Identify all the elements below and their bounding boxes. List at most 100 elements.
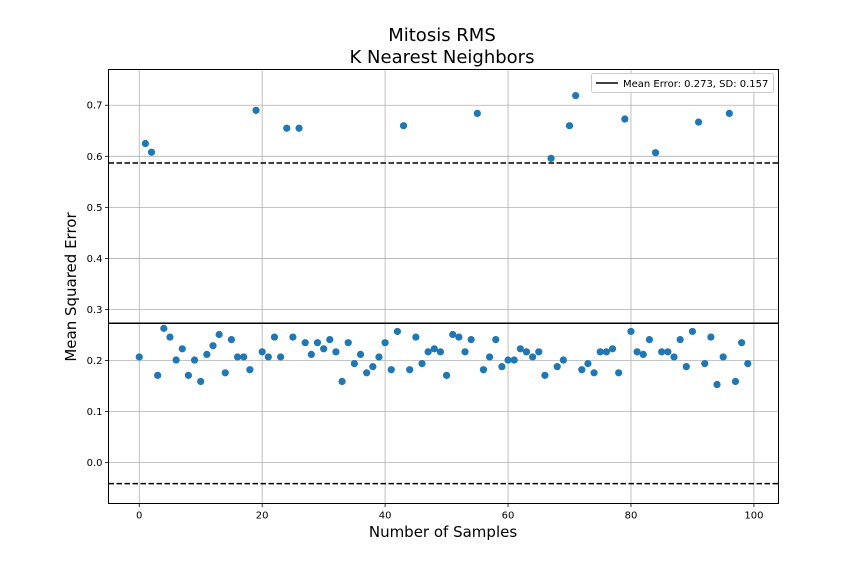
data-point <box>744 359 752 368</box>
data-points <box>135 91 752 389</box>
data-point <box>430 345 438 353</box>
y-tick-label: 0.5 <box>87 203 103 214</box>
legend-box <box>591 73 774 93</box>
y-axis-ticks: 0.0 0.1 0.2 0.3 0.4 0.5 0.6 0.7 <box>87 101 109 469</box>
y-axis-label: Mean Squared Error <box>62 212 80 362</box>
data-point <box>498 363 506 371</box>
chart-subtitle: K Nearest Neighbors <box>350 47 535 68</box>
data-point <box>233 353 242 361</box>
data-point <box>399 122 408 130</box>
data-point <box>418 359 426 368</box>
data-point <box>707 333 715 341</box>
data-point <box>449 330 457 339</box>
data-point <box>584 359 592 368</box>
data-point <box>135 353 143 361</box>
y-tick-label: 0.1 <box>87 407 103 418</box>
data-point <box>651 149 660 157</box>
y-tick-label: 0.6 <box>87 152 103 163</box>
data-point <box>338 377 346 386</box>
data-point <box>461 348 469 356</box>
data-point <box>547 154 555 162</box>
data-point <box>387 366 395 374</box>
data-point <box>572 91 580 100</box>
grid <box>108 69 779 504</box>
legend-label: Mean Error: 0.273, SD: 0.157 <box>623 79 768 90</box>
plot-area-frame <box>108 69 779 504</box>
data-point <box>633 348 641 356</box>
data-point <box>283 124 291 132</box>
data-point <box>369 363 377 371</box>
y-tick-label: 0.2 <box>87 356 103 367</box>
data-point <box>344 339 352 347</box>
data-point <box>240 353 248 361</box>
data-point <box>227 336 236 344</box>
data-point <box>541 371 549 379</box>
y-tick-label: 0.7 <box>87 101 103 112</box>
data-point <box>664 348 672 356</box>
data-point <box>596 348 604 356</box>
x-tick-label: 100 <box>744 511 763 522</box>
data-point <box>141 139 149 148</box>
data-point <box>295 124 303 132</box>
data-point <box>190 356 199 364</box>
data-point <box>615 369 623 377</box>
data-point <box>147 148 156 156</box>
data-point <box>301 339 309 347</box>
data-point <box>621 115 629 123</box>
data-point <box>209 342 217 350</box>
data-point <box>313 339 322 347</box>
data-point <box>590 369 598 377</box>
data-point <box>215 330 223 339</box>
data-point <box>381 339 389 347</box>
data-point <box>412 333 420 341</box>
x-axis-label: Number of Samples <box>369 523 517 541</box>
x-tick-label: 20 <box>256 511 269 522</box>
data-point <box>178 345 186 353</box>
data-point <box>559 356 567 364</box>
x-tick-label: 80 <box>625 511 638 522</box>
data-point <box>738 339 746 347</box>
data-point <box>166 333 174 341</box>
data-point <box>436 348 445 356</box>
legend: Mean Error: 0.273, SD: 0.157 <box>591 73 774 93</box>
data-point <box>701 359 709 368</box>
y-tick-label: 0.0 <box>87 458 103 469</box>
x-axis-ticks: 0 20 40 60 80 100 <box>136 503 763 522</box>
data-point <box>645 336 654 344</box>
data-point <box>326 336 334 344</box>
data-point <box>442 371 451 379</box>
data-point <box>578 366 586 374</box>
chart-title: Mitosis RMS <box>388 25 496 46</box>
data-point <box>731 377 740 386</box>
data-point <box>473 109 481 118</box>
y-tick-label: 0.3 <box>87 305 103 316</box>
data-point <box>492 336 500 344</box>
data-point <box>270 333 279 341</box>
data-point <box>719 353 727 361</box>
x-tick-label: 0 <box>136 511 142 522</box>
data-point <box>154 371 162 379</box>
data-point <box>221 369 229 377</box>
data-point <box>516 345 524 353</box>
data-point <box>553 363 561 371</box>
data-point <box>676 336 684 344</box>
data-point <box>639 350 647 359</box>
data-point <box>725 109 733 118</box>
reference-lines <box>108 162 779 485</box>
data-point <box>252 106 260 114</box>
y-tick-label: 0.4 <box>87 254 103 265</box>
data-point <box>350 359 358 368</box>
data-point <box>486 353 494 361</box>
data-point <box>455 333 463 341</box>
data-point <box>264 353 272 361</box>
data-point <box>713 380 721 389</box>
data-point <box>277 353 285 361</box>
data-point <box>565 122 574 130</box>
data-point <box>246 366 254 374</box>
data-point <box>682 363 690 371</box>
data-point <box>504 356 512 364</box>
data-point <box>172 356 180 364</box>
data-point <box>467 336 475 344</box>
data-point <box>406 366 414 374</box>
